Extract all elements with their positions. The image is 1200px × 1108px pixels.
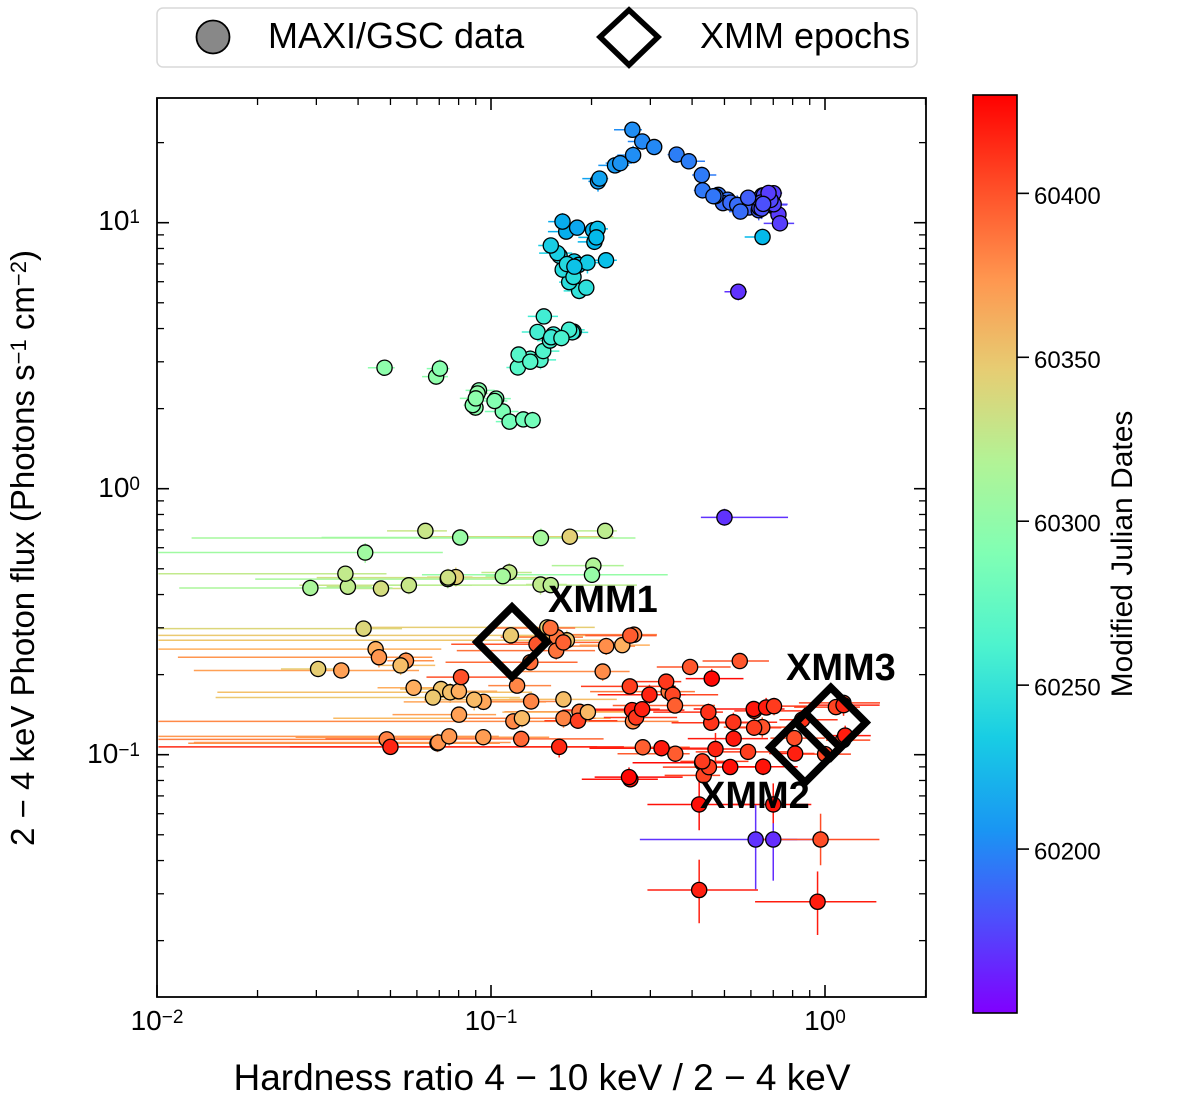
svg-text:10−2: 10−2 (131, 1005, 184, 1036)
svg-text:10−1: 10−1 (465, 1005, 518, 1036)
svg-text:60350: 60350 (1034, 347, 1101, 374)
svg-text:10−1: 10−1 (87, 738, 140, 769)
svg-text:60250: 60250 (1034, 675, 1101, 702)
svg-text:60200: 60200 (1034, 839, 1101, 866)
svg-text:XMM3: XMM3 (786, 647, 896, 689)
svg-text:XMM1: XMM1 (548, 579, 658, 621)
svg-text:2 − 4 keV Photon flux (Photons: 2 − 4 keV Photon flux (Photons s−1 cm−2) (4, 250, 41, 846)
svg-text:100: 100 (804, 1005, 846, 1036)
svg-text:Modified Julian Dates: Modified Julian Dates (1106, 411, 1139, 698)
svg-text:101: 101 (98, 205, 140, 236)
svg-text:Hardness ratio 4 − 10 keV / 2: Hardness ratio 4 − 10 keV / 2 − 4 keV (233, 1057, 850, 1098)
svg-text:MAXI/GSC data: MAXI/GSC data (268, 15, 525, 56)
svg-text:60300: 60300 (1034, 511, 1101, 538)
svg-text:60400: 60400 (1034, 183, 1101, 210)
svg-text:XMM2: XMM2 (700, 775, 810, 817)
svg-text:XMM epochs: XMM epochs (700, 15, 910, 56)
svg-text:100: 100 (98, 472, 140, 503)
